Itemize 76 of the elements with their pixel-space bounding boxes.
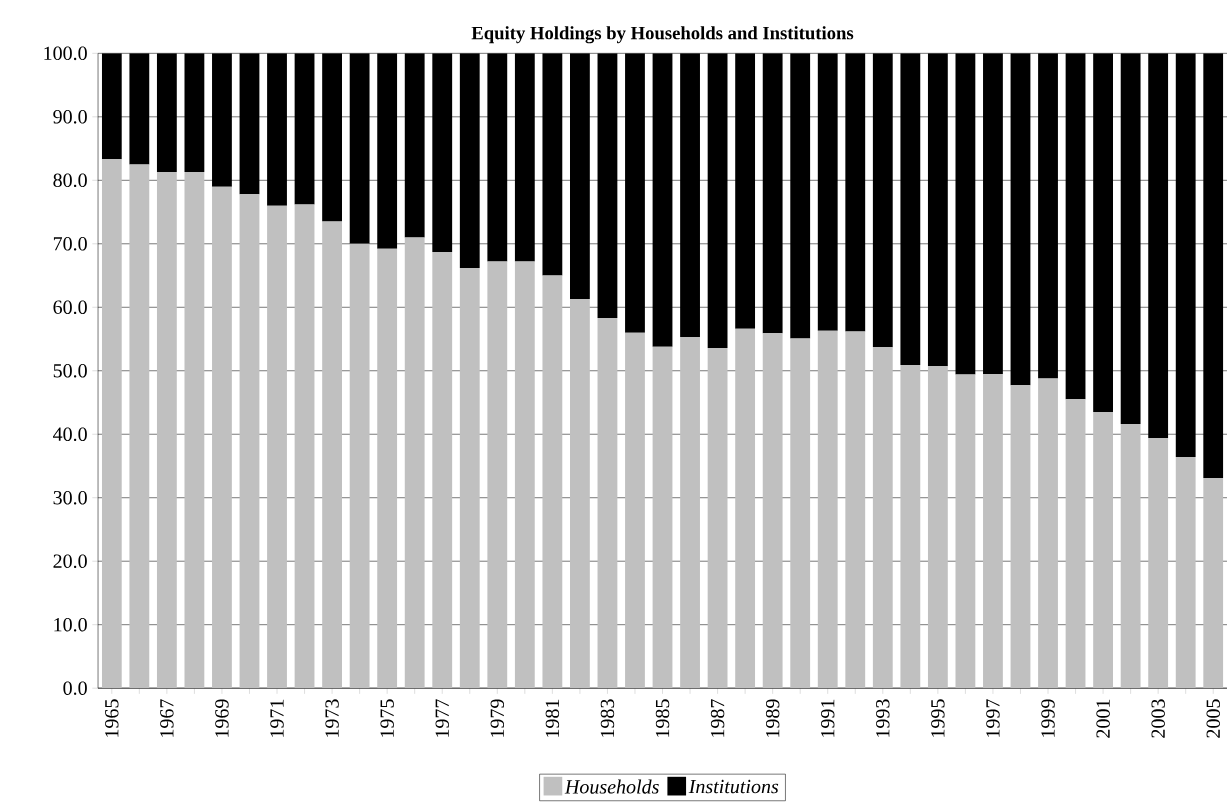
x-tick-label: 1985 <box>655 699 670 737</box>
x-tick-label: 1989 <box>765 699 780 737</box>
x-tick-label: 2001 <box>1096 699 1110 738</box>
bar <box>487 261 508 689</box>
bar <box>680 337 700 689</box>
bar <box>927 366 948 689</box>
bar <box>817 330 838 689</box>
x-tick-label: 2005 <box>1206 699 1220 738</box>
bar <box>514 261 535 689</box>
bar <box>1010 385 1031 689</box>
bar <box>542 275 563 689</box>
y-tick-label: 50.0 <box>53 364 87 378</box>
x-tick-label: 1995 <box>931 699 945 737</box>
bar <box>955 374 976 689</box>
x-tick-label: 1965 <box>105 699 119 737</box>
bar <box>1120 424 1141 689</box>
bar <box>294 204 315 689</box>
y-tick-label: 30.0 <box>53 491 87 505</box>
bar <box>377 248 398 689</box>
bar <box>652 346 673 689</box>
bar <box>597 318 618 689</box>
bar <box>459 267 480 689</box>
y-tick-label: 80.0 <box>53 173 87 188</box>
y-tick-label: 20.0 <box>53 554 87 569</box>
bar <box>101 159 122 689</box>
bar <box>129 164 150 689</box>
bar <box>349 243 370 689</box>
bar <box>735 328 756 689</box>
x-tick-label: 1973 <box>325 699 339 737</box>
x-tick-label: 1993 <box>876 699 890 737</box>
bar <box>1065 399 1086 689</box>
x-tick-label: 2003 <box>1151 699 1165 738</box>
bar <box>239 194 260 689</box>
bar <box>1093 412 1113 689</box>
legend-label: Households <box>564 779 659 794</box>
y-tick-label: 0.0 <box>63 681 87 696</box>
legend-label: Institutions <box>688 779 779 794</box>
x-tick-label: 1983 <box>600 699 615 737</box>
x-tick-label: 1987 <box>710 699 725 737</box>
y-tick-label: 90.0 <box>53 110 87 124</box>
bar <box>707 347 728 689</box>
x-tick-label: 1967 <box>160 699 174 737</box>
bar <box>156 172 177 689</box>
bar <box>983 373 1003 689</box>
bar <box>790 338 811 689</box>
y-tick-label: 40.0 <box>53 427 87 442</box>
y-tick-label: 10.0 <box>54 617 87 632</box>
bar <box>267 205 287 689</box>
x-tick-label: 1971 <box>270 699 284 737</box>
bar <box>212 186 232 689</box>
chart-title: Equity Holdings by Households and Institutions <box>471 26 854 44</box>
bar <box>900 365 921 689</box>
bar <box>570 299 590 689</box>
bar <box>762 333 783 689</box>
bar <box>1038 378 1058 689</box>
x-tick-label: 1977 <box>435 699 449 737</box>
bar <box>1203 478 1224 689</box>
bar <box>872 347 893 689</box>
x-tick-label: 1979 <box>490 699 505 737</box>
x-tick-label: 1975 <box>380 699 394 737</box>
x-tick-label: 1997 <box>986 699 1000 737</box>
bar <box>625 332 645 689</box>
bar <box>322 221 342 689</box>
x-tick-label: 1981 <box>545 699 560 737</box>
x-tick-label: 1999 <box>1041 699 1055 737</box>
bar <box>845 331 866 689</box>
x-tick-label: 1991 <box>821 699 835 737</box>
bar <box>1148 438 1169 689</box>
y-tick-label: 60.0 <box>53 300 87 315</box>
y-tick-label: 70.0 <box>53 237 87 251</box>
bar <box>432 252 453 689</box>
bar <box>184 172 205 689</box>
y-tick-label: 100.0 <box>44 46 87 61</box>
bar <box>1175 457 1196 689</box>
x-tick-label: 1969 <box>215 699 229 737</box>
bar <box>404 237 425 689</box>
